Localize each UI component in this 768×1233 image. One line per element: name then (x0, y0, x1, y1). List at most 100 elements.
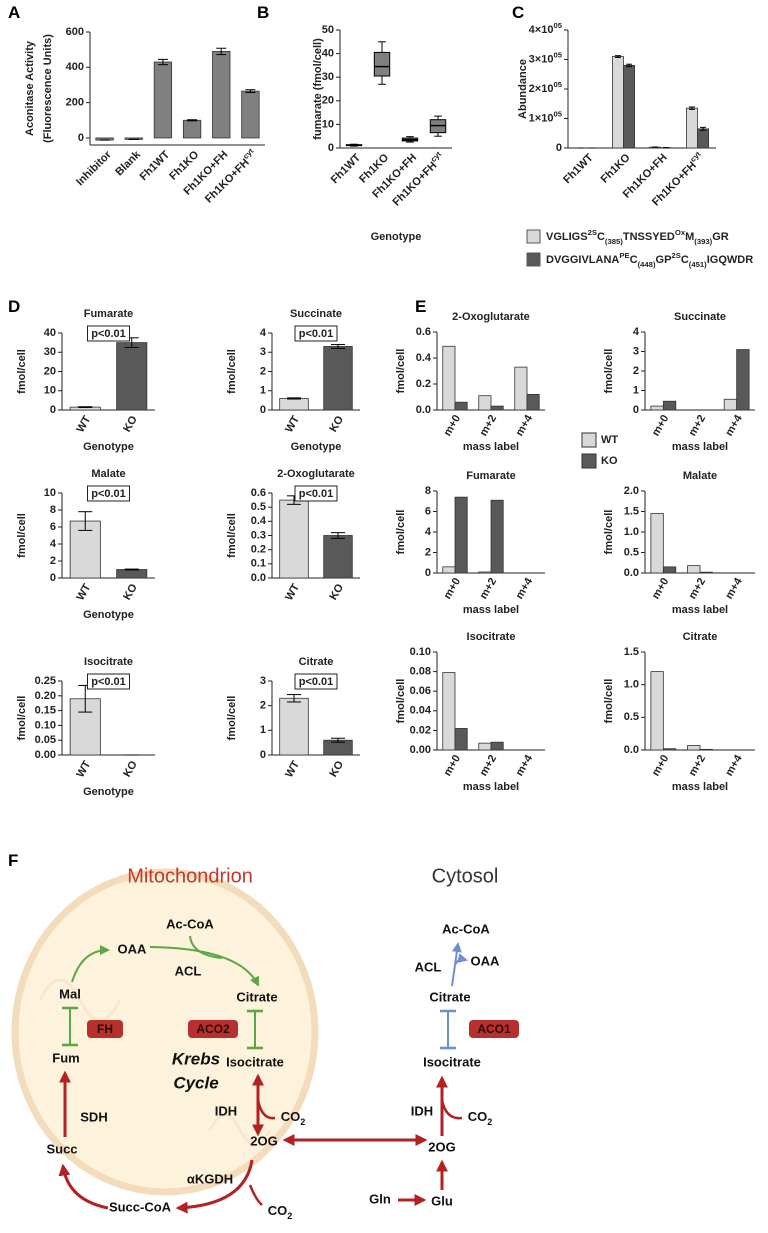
y-tick-label-text: 2.0 (624, 485, 639, 497)
x-tick-label: KO (327, 759, 346, 780)
y-axis-label: fmol/cell (226, 349, 238, 394)
y-tick-label: 0.0 (416, 404, 431, 416)
node-label: Glu (431, 1193, 453, 1208)
annotation: p<0.01 (91, 328, 126, 340)
subplot-title: Isocitrate (84, 656, 133, 668)
y-tick-label: 30 (44, 346, 56, 358)
text-part: DVGGIVLANA (546, 254, 619, 266)
x-tick-label: WT (74, 759, 93, 780)
text-part: C (597, 231, 605, 243)
y-tick-label: 0.3 (251, 529, 266, 541)
legend-label: WT (601, 434, 618, 446)
bar (478, 395, 492, 411)
bar (490, 741, 504, 751)
y-tick-label: 0.00 (410, 744, 431, 756)
annotation: p<0.01 (299, 328, 334, 340)
node-label: αKGDH (187, 1171, 233, 1186)
chart-panel: A 0 200 400 600 Aconitase Activity (Fluorescen… (8, 3, 265, 205)
x-tick-label: m+4 (723, 412, 745, 438)
y-tick-label: 3 (260, 675, 266, 687)
annotation: p<0.01 (91, 488, 126, 500)
y-tick-label: 40 (44, 327, 56, 339)
y-tick-label: 0 (633, 404, 639, 416)
node-label: Citrate (429, 989, 470, 1004)
y-tick-label: 4 (633, 326, 640, 338)
y-tick-label: 0.6 (416, 326, 431, 338)
x-tick-label: Fh1KO (599, 151, 633, 185)
y-tick-label: 4 (50, 538, 57, 550)
y-tick-label-text: 4×10 (529, 24, 554, 36)
y-axis-label: fmol/cell (603, 510, 615, 555)
enzyme-label: ACO2 (196, 1022, 230, 1036)
y-tick-label: 0.06 (410, 685, 431, 697)
annotation: p<0.01 (299, 488, 334, 500)
y-tick-label: 2×1005 (529, 80, 563, 95)
bar (279, 398, 309, 411)
bar (454, 496, 468, 574)
x-tick-label: KO (327, 582, 346, 603)
x-tick-label: WT (283, 414, 302, 435)
bar (736, 349, 750, 411)
text-part: 2 (487, 1117, 492, 1127)
y-tick-label: 0.15 (35, 705, 56, 717)
y-tick-label: 0.2 (416, 378, 431, 390)
y-tick-label: 10 (322, 118, 334, 130)
panel-letter: C (512, 3, 524, 22)
y-axis-label: fmol/cell (16, 513, 28, 558)
arrow (454, 953, 468, 966)
text-part: Ox (675, 228, 686, 237)
legend-swatch (581, 432, 597, 448)
compartment-title: Mitochondrion (127, 865, 253, 887)
subplot-title: Succinate (290, 308, 342, 320)
bar (686, 107, 698, 149)
pathway-diagram: F Mitochondrion Cytosol (8, 851, 519, 1221)
y-tick-label: 0.10 (35, 719, 56, 731)
subplot-title: 2-Oxoglutarate (452, 311, 530, 323)
y-tick-label: 0.20 (35, 690, 56, 702)
y-tick-label: 10 (44, 385, 56, 397)
x-tick-label: m+4 (514, 752, 536, 778)
cristae (38, 978, 272, 1147)
enzyme-box (188, 1020, 238, 1038)
bar (650, 405, 664, 411)
bar (279, 499, 309, 579)
x-tick-label: WT (283, 759, 302, 780)
y-tick-label: 0.1 (251, 558, 266, 570)
panel-letter: A (8, 3, 20, 22)
y-tick-label: 0.02 (410, 724, 431, 736)
y-tick-exponent: 05 (553, 80, 562, 89)
x-tick-label: m+0 (650, 753, 672, 778)
y-tick-label: 0.00 (35, 749, 56, 761)
x-tick-label: KO (121, 759, 140, 780)
x-tick-label: KO (121, 582, 140, 603)
bar (650, 513, 664, 574)
y-tick-label: 0.4 (251, 515, 267, 527)
node-label: CO2 (268, 1203, 293, 1221)
node-label: 2OG (428, 1139, 455, 1154)
annotation: p<0.01 (91, 676, 126, 688)
bar (323, 535, 353, 579)
node-label: OAA (471, 953, 501, 968)
text-part: TNSSYED (623, 231, 675, 243)
y-axis-label: Aconitase Activity (24, 40, 36, 136)
panel-letter: B (257, 3, 269, 22)
y-tick-label: 3 (260, 346, 266, 358)
y-tick-label: 0.0 (624, 567, 639, 579)
enzyme-box (469, 1020, 519, 1038)
bar (454, 728, 468, 751)
x-axis-label: mass label (463, 441, 519, 453)
y-tick-label: 2 (425, 546, 431, 558)
y-axis-label: fmol/cell (603, 679, 615, 724)
bar (662, 748, 677, 751)
bar (612, 56, 624, 149)
bar (241, 90, 260, 139)
x-axis-label: Genotype (291, 441, 342, 453)
bar (478, 571, 492, 574)
y-tick-label: 10 (44, 487, 56, 499)
text-part: PE (619, 251, 629, 260)
y-tick-label-text: 0.00 (410, 744, 431, 756)
y-tick-label: 1.5 (624, 646, 639, 658)
y-tick-label-text: 1×10 (529, 112, 554, 124)
y-tick-label-text: 0.0 (416, 404, 431, 416)
